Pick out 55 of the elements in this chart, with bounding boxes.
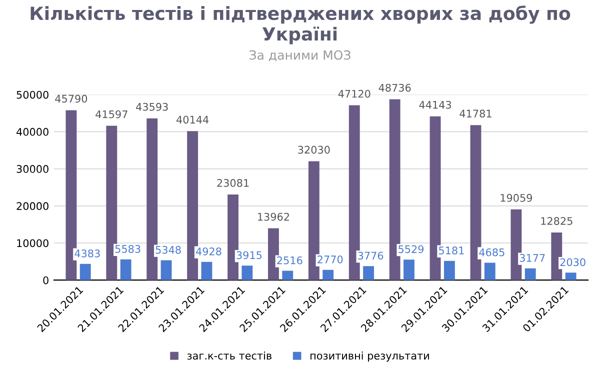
bar — [363, 266, 374, 280]
y-tick-label: 40000 — [16, 128, 48, 136]
bar — [308, 161, 320, 280]
bar — [160, 260, 172, 280]
data-label: 45790 — [55, 94, 88, 103]
y-tick-label: 30000 — [16, 165, 48, 173]
data-label: 19059 — [500, 194, 532, 202]
data-label: 3177 — [520, 254, 545, 262]
bar — [444, 260, 455, 280]
data-label: 23081 — [217, 179, 249, 187]
bar — [282, 270, 294, 280]
data-label: 44143 — [419, 100, 452, 109]
data-label: 4685 — [479, 248, 504, 256]
chart-subtitle: За даними МОЗ — [250, 50, 350, 62]
data-label: 3776 — [358, 252, 384, 260]
data-label: 5583 — [115, 245, 140, 253]
legend-label: позитивні результати — [310, 352, 429, 362]
data-label: 32030 — [298, 146, 330, 154]
bar — [430, 116, 441, 280]
bar — [348, 105, 360, 280]
chart-title: Кількість тестів і підтверджених хворих за добу по Україні — [30, 6, 570, 44]
bar — [389, 99, 400, 280]
bar — [322, 270, 334, 280]
data-label: 5181 — [439, 246, 464, 254]
data-label: 5529 — [398, 245, 424, 254]
bar — [524, 268, 536, 280]
bar — [268, 228, 279, 280]
bar — [565, 272, 576, 280]
data-label: 5348 — [156, 246, 181, 254]
bar — [120, 259, 132, 280]
data-label: 41781 — [460, 110, 492, 118]
bar — [404, 260, 414, 280]
data-label: 48736 — [378, 84, 411, 92]
y-tick-label: 20000 — [16, 202, 48, 210]
data-label: 40144 — [176, 116, 209, 124]
y-tick-label: 50000 — [16, 90, 48, 99]
data-label: 3915 — [236, 251, 262, 260]
bar — [201, 262, 212, 280]
data-label: 43593 — [136, 102, 168, 111]
data-label: 2516 — [277, 256, 302, 264]
data-label: 47120 — [338, 90, 370, 98]
bar — [484, 262, 496, 280]
y-tick-label: 0 — [43, 276, 48, 284]
y-tick-label: 10000 — [17, 239, 48, 248]
data-label: 2030 — [560, 258, 586, 266]
bar — [228, 194, 238, 280]
data-label: 4928 — [196, 247, 222, 256]
data-label: 4383 — [74, 249, 100, 258]
data-label: 12825 — [541, 217, 572, 225]
data-label: 41597 — [96, 110, 128, 118]
bar — [242, 266, 253, 280]
bar — [80, 264, 91, 280]
data-label: 2770 — [318, 255, 343, 264]
legend-label: заг.к-сть тестів — [187, 352, 272, 360]
data-label: 13962 — [258, 212, 289, 221]
